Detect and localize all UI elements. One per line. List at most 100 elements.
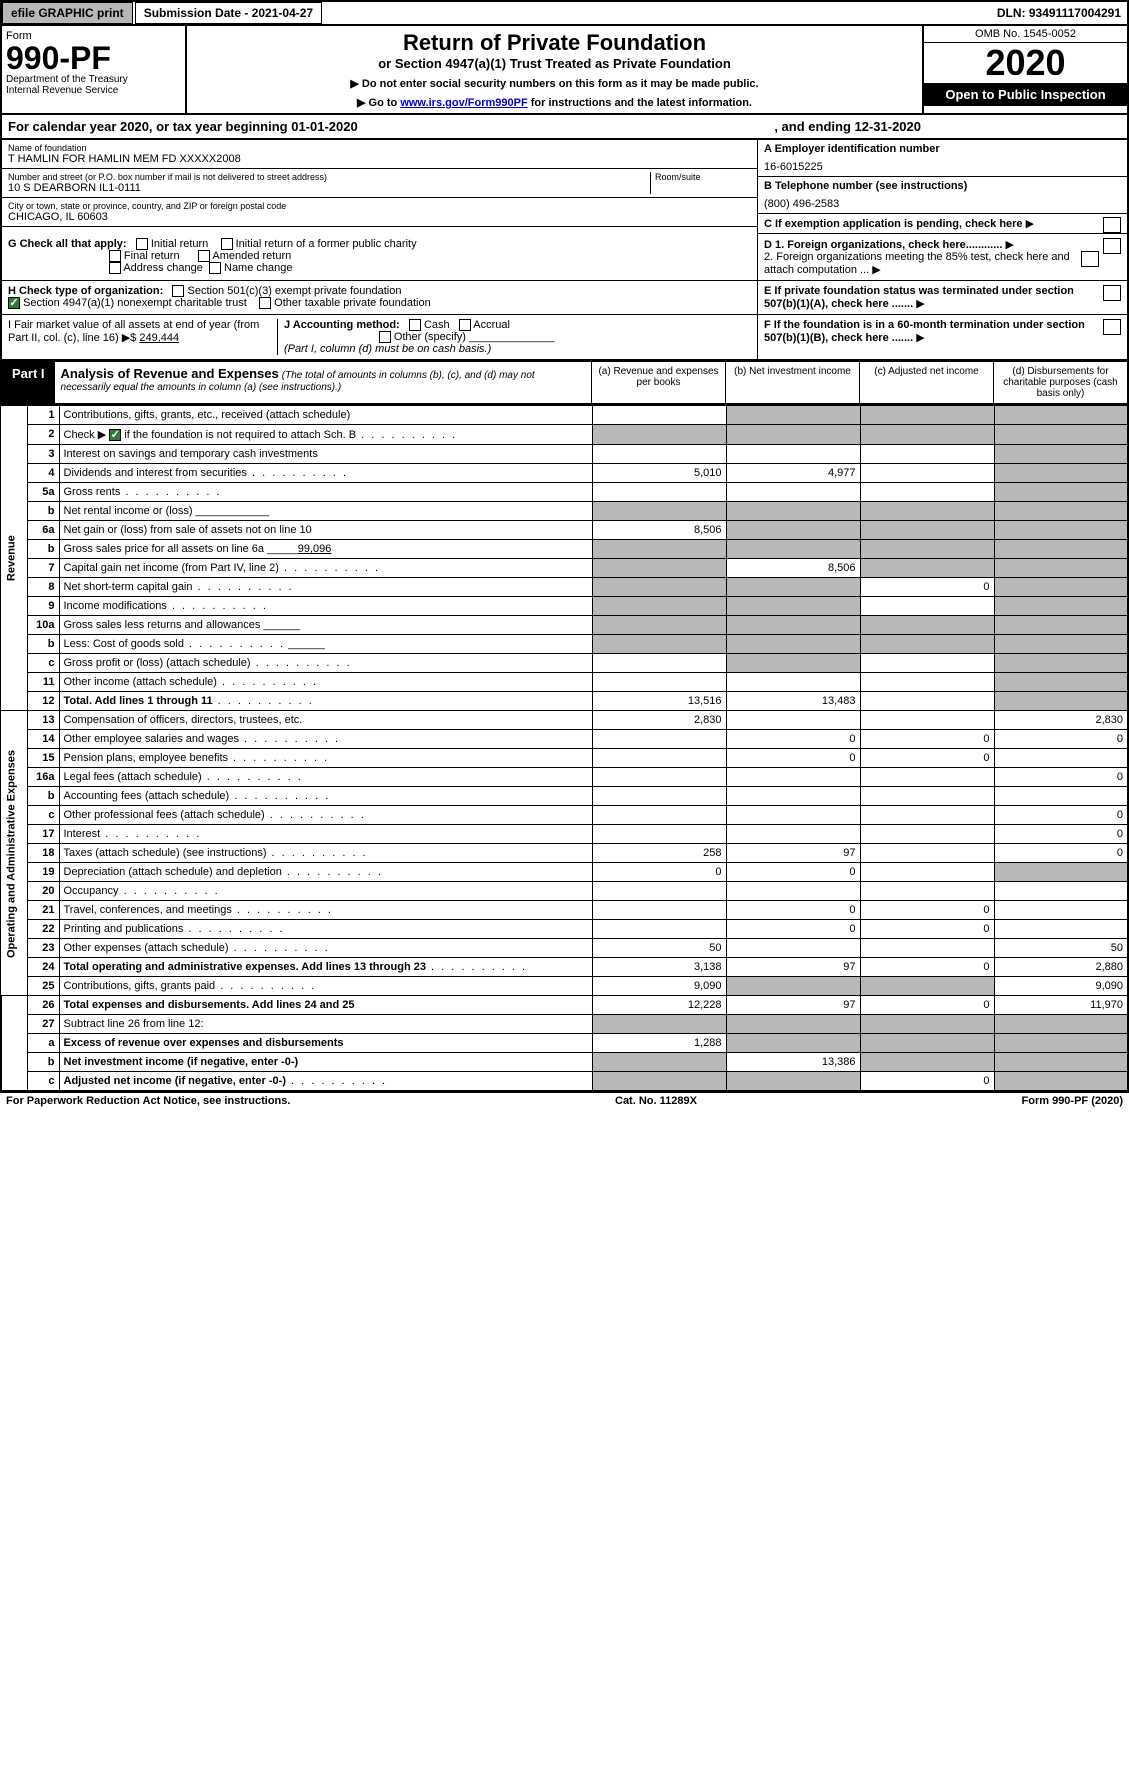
col-d-header: (d) Disbursements for charitable purpose… xyxy=(993,362,1127,403)
addr-label: Number and street (or P.O. box number if… xyxy=(8,172,650,182)
checkbox-addr-change[interactable] xyxy=(109,262,121,274)
row-17: Interest xyxy=(59,825,592,844)
checkbox-final[interactable] xyxy=(109,250,121,262)
part1-header: Part I Analysis of Revenue and Expenses … xyxy=(0,361,1129,405)
ein-value: 16-6015225 xyxy=(764,155,1121,173)
col-b-header: (b) Net investment income xyxy=(725,362,859,403)
row-19: Depreciation (attach schedule) and deple… xyxy=(59,863,592,882)
row-3: Interest on savings and temporary cash i… xyxy=(59,445,592,464)
row-27a: Excess of revenue over expenses and disb… xyxy=(59,1034,592,1053)
section-g: G Check all that apply: Initial return I… xyxy=(2,234,757,280)
expenses-side-label: Operating and Administrative Expenses xyxy=(1,711,27,996)
fmv-value: 249,444 xyxy=(139,332,179,344)
section-d: D 1. Foreign organizations, check here..… xyxy=(757,234,1127,280)
row-9: Income modifications xyxy=(59,597,592,616)
checkbox-other-method[interactable] xyxy=(379,331,391,343)
open-public: Open to Public Inspection xyxy=(924,83,1127,106)
form-footer-id: Form 990-PF (2020) xyxy=(1022,1095,1123,1107)
checkbox-name-change[interactable] xyxy=(209,262,221,274)
row-21: Travel, conferences, and meetings xyxy=(59,901,592,920)
part1-title: Analysis of Revenue and Expenses xyxy=(61,366,279,381)
irs-label: Internal Revenue Service xyxy=(6,85,181,96)
section-e: E If private foundation status was termi… xyxy=(757,281,1127,314)
tax-year: 2020 xyxy=(924,43,1127,83)
row-5b: Net rental income or (loss) ____________ xyxy=(59,502,592,521)
row-12: Total. Add lines 1 through 11 xyxy=(59,692,592,711)
row-18: Taxes (attach schedule) (see instruction… xyxy=(59,844,592,863)
checkbox-d2[interactable] xyxy=(1081,251,1099,267)
phone-value: (800) 496-2583 xyxy=(764,192,1121,210)
section-i-j: I Fair market value of all assets at end… xyxy=(2,315,757,359)
checkbox-c[interactable] xyxy=(1103,217,1121,233)
catalog-number: Cat. No. 11289X xyxy=(290,1095,1021,1107)
row-4: Dividends and interest from securities xyxy=(59,464,592,483)
row-16a: Legal fees (attach schedule) xyxy=(59,768,592,787)
checkbox-d1[interactable] xyxy=(1103,238,1121,254)
row-22: Printing and publications xyxy=(59,920,592,939)
row-16b: Accounting fees (attach schedule) xyxy=(59,787,592,806)
checkbox-initial-former[interactable] xyxy=(221,238,233,250)
note-goto: ▶ Go to www.irs.gov/Form990PF for instru… xyxy=(191,96,918,109)
row-25: Contributions, gifts, grants paid xyxy=(59,977,592,996)
form-title: Return of Private Foundation xyxy=(191,30,918,56)
c-label: C If exemption application is pending, c… xyxy=(764,218,1023,230)
room-label: Room/suite xyxy=(655,172,751,182)
calendar-year-row: For calendar year 2020, or tax year begi… xyxy=(0,115,1129,140)
section-h: H Check type of organization: Section 50… xyxy=(2,281,757,314)
city-state-zip: CHICAGO, IL 60603 xyxy=(8,211,751,223)
irs-link[interactable]: www.irs.gov/Form990PF xyxy=(400,97,527,109)
city-label: City or town, state or province, country… xyxy=(8,201,751,211)
row-27: Subtract line 26 from line 12: xyxy=(59,1015,592,1034)
checkbox-e[interactable] xyxy=(1103,285,1121,301)
checkbox-cash[interactable] xyxy=(409,319,421,331)
row-6a: Net gain or (loss) from sale of assets n… xyxy=(59,521,592,540)
form-number: 990-PF xyxy=(6,42,181,74)
checkbox-f[interactable] xyxy=(1103,319,1121,335)
note-ssn: ▶ Do not enter social security numbers o… xyxy=(191,77,918,90)
fmv-label: I Fair market value of all assets at end… xyxy=(8,319,259,344)
phone-label: B Telephone number (see instructions) xyxy=(764,180,1121,192)
row-16c: Other professional fees (attach schedule… xyxy=(59,806,592,825)
dln: DLN: 93491117004291 xyxy=(997,6,1127,20)
cash-basis-note: (Part I, column (d) must be on cash basi… xyxy=(284,343,491,355)
row-2: Check ▶ if the foundation is not require… xyxy=(59,425,592,445)
form-header: Form 990-PF Department of the Treasury I… xyxy=(0,26,1129,115)
checkbox-4947[interactable] xyxy=(8,297,20,309)
part1-table: Revenue 1Contributions, gifts, grants, e… xyxy=(0,405,1129,1092)
submission-date: Submission Date - 2021-04-27 xyxy=(135,2,322,24)
entity-info: Name of foundation T HAMLIN FOR HAMLIN M… xyxy=(0,140,1129,234)
row-5a: Gross rents xyxy=(59,483,592,502)
topbar: efile GRAPHIC print Submission Date - 20… xyxy=(0,0,1129,26)
row-27b: Net investment income (if negative, ente… xyxy=(59,1053,592,1072)
dept-treasury: Department of the Treasury xyxy=(6,74,181,85)
row-11: Other income (attach schedule) xyxy=(59,673,592,692)
row-10c: Gross profit or (loss) (attach schedule) xyxy=(59,654,592,673)
row-6b: Gross sales price for all assets on line… xyxy=(59,540,592,559)
row-13: Compensation of officers, directors, tru… xyxy=(59,711,592,730)
row-10a: Gross sales less returns and allowances … xyxy=(59,616,592,635)
checkbox-accrual[interactable] xyxy=(459,319,471,331)
col-c-header: (c) Adjusted net income xyxy=(859,362,993,403)
row-14: Other employee salaries and wages xyxy=(59,730,592,749)
section-f: F If the foundation is in a 60-month ter… xyxy=(757,315,1127,359)
part1-tab: Part I xyxy=(2,362,55,403)
paperwork-notice: For Paperwork Reduction Act Notice, see … xyxy=(6,1095,290,1107)
row-8: Net short-term capital gain xyxy=(59,578,592,597)
street-address: 10 S DEARBORN IL1-0111 xyxy=(8,182,650,194)
omb-number: OMB No. 1545-0052 xyxy=(924,26,1127,43)
checkbox-initial[interactable] xyxy=(136,238,148,250)
row-10b: Less: Cost of goods sold ______ xyxy=(59,635,592,654)
checkbox-sch-b[interactable] xyxy=(109,429,121,441)
col-a-header: (a) Revenue and expenses per books xyxy=(591,362,725,403)
efile-print-button[interactable]: efile GRAPHIC print xyxy=(2,2,133,24)
page-footer: For Paperwork Reduction Act Notice, see … xyxy=(0,1092,1129,1109)
row-26: Total expenses and disbursements. Add li… xyxy=(59,996,592,1015)
checkbox-other-taxable[interactable] xyxy=(259,297,271,309)
name-label: Name of foundation xyxy=(8,143,751,153)
checkbox-501c3[interactable] xyxy=(172,285,184,297)
ein-label: A Employer identification number xyxy=(764,143,1121,155)
row-24: Total operating and administrative expen… xyxy=(59,958,592,977)
foundation-name: T HAMLIN FOR HAMLIN MEM FD XXXXX2008 xyxy=(8,153,751,165)
checkbox-amended[interactable] xyxy=(198,250,210,262)
row-20: Occupancy xyxy=(59,882,592,901)
